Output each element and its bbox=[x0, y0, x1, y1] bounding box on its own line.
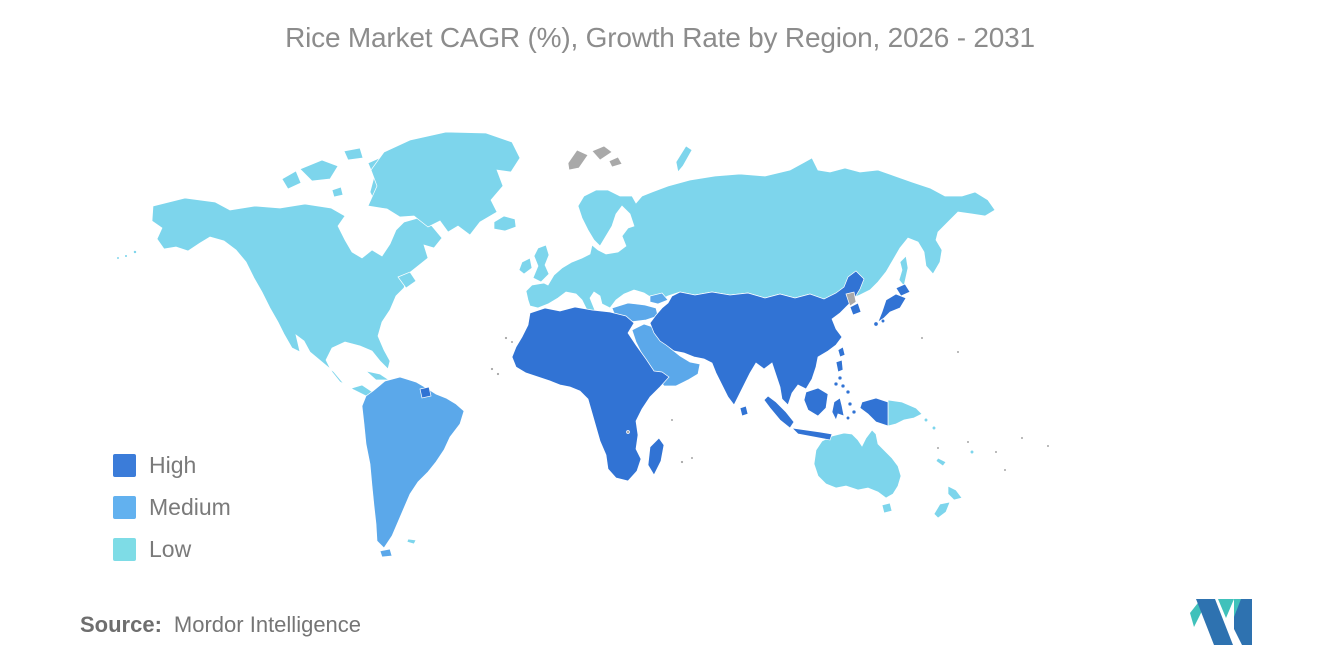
legend-label-high: High bbox=[149, 452, 197, 478]
region-europe-russia bbox=[518, 145, 996, 321]
region-africa bbox=[511, 306, 670, 482]
region-no-data bbox=[490, 145, 1050, 472]
legend-swatch-low bbox=[113, 538, 136, 561]
legend-label-low: Low bbox=[149, 536, 192, 562]
legend-label-medium: Medium bbox=[149, 494, 231, 520]
legend-swatch-high bbox=[113, 454, 136, 477]
source-value: Mordor Intelligence bbox=[173, 612, 362, 637]
source-label: Source: bbox=[80, 612, 162, 637]
region-australia-oceania bbox=[406, 399, 975, 545]
region-south-america bbox=[361, 376, 465, 558]
legend: High Medium Low bbox=[113, 452, 231, 563]
legend-item-low: Low bbox=[113, 536, 231, 563]
region-asia bbox=[419, 270, 865, 417]
legend-item-medium: Medium bbox=[113, 494, 231, 521]
chart-title: Rice Market CAGR (%), Growth Rate by Reg… bbox=[285, 22, 1035, 53]
legend-item-high: High bbox=[113, 452, 231, 479]
mordor-intelligence-logo bbox=[1190, 599, 1252, 645]
region-indonesia-malaysia bbox=[763, 387, 889, 441]
region-east-asia-islands bbox=[833, 283, 911, 395]
legend-swatch-medium bbox=[113, 496, 136, 519]
region-greenland bbox=[367, 131, 521, 236]
source-line: Source: Mordor Intelligence bbox=[80, 612, 361, 638]
